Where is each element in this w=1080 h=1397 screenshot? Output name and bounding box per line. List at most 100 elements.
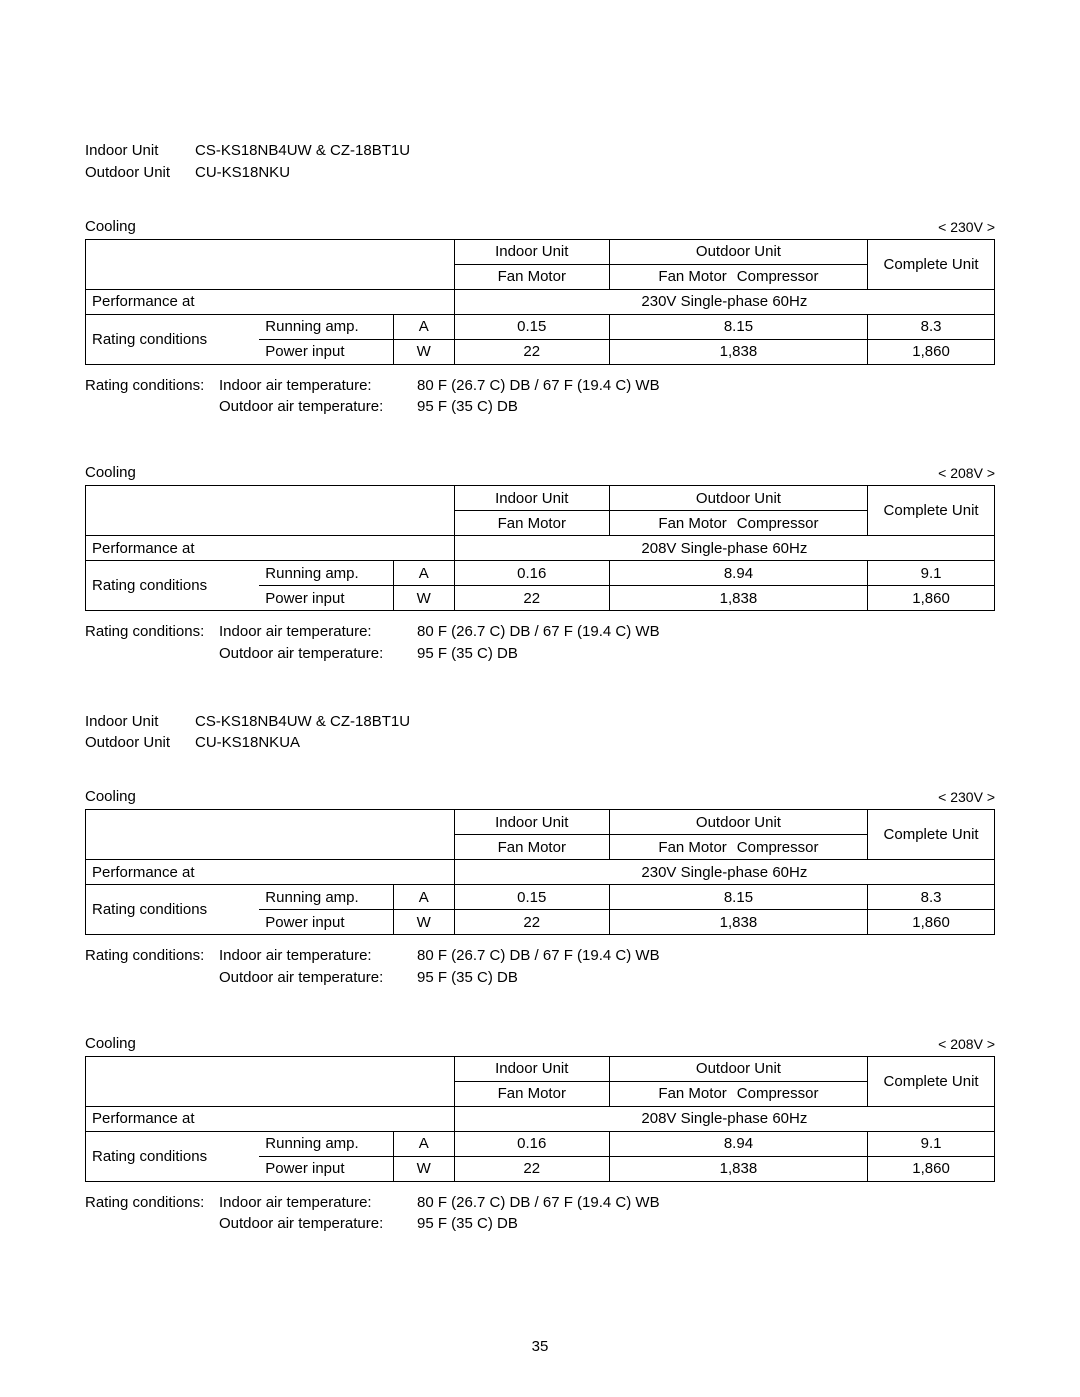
header-compressor: Compressor [737, 839, 819, 856]
header-indoor: Indoor Unit [454, 810, 609, 835]
page-number: 35 [0, 1338, 1080, 1355]
outdoor-unit-label: Outdoor Unit [85, 732, 179, 754]
cond-outdoor-val: 95 F (35 C) DB [417, 643, 518, 665]
table-row: Performance at 208V Single-phase 60Hz [86, 1106, 995, 1131]
cond-row: Outdoor air temperature: 95 F (35 C) DB [85, 1213, 995, 1235]
rating-conditions-cell: Rating conditions [86, 885, 260, 935]
table-row: Rating conditions Running amp. A 0.16 8.… [86, 1131, 995, 1156]
voltage-tag: < 230V > [938, 789, 995, 805]
indoor-unit-label: Indoor Unit [85, 711, 179, 733]
cond-indoor-val: 80 F (26.7 C) DB / 67 F (19.4 C) WB [417, 945, 660, 967]
spec-table: Indoor Unit Outdoor Unit Complete Unit F… [85, 809, 995, 935]
header-outdoor: Outdoor Unit [609, 239, 867, 264]
model-row: Outdoor Unit CU-KS18NKUA [85, 732, 995, 754]
power-indoor: 22 [454, 586, 609, 611]
rating-conditions-cell: Rating conditions [86, 561, 260, 611]
cond-spacer [85, 1213, 213, 1235]
unit-a: A [393, 885, 454, 910]
spec-table: Indoor Unit Outdoor Unit Complete Unit F… [85, 485, 995, 611]
header-complete: Complete Unit [868, 1056, 995, 1106]
running-complete: 9.1 [868, 561, 995, 586]
cond-outdoor-label: Outdoor air temperature: [219, 1213, 411, 1235]
cond-outdoor-val: 95 F (35 C) DB [417, 396, 518, 418]
unit-a: A [393, 561, 454, 586]
header-fan-motor-2: Fan Motor [658, 839, 726, 856]
rating-conditions-notes: Rating conditions: Indoor air temperatur… [85, 621, 995, 665]
performance-value: 208V Single-phase 60Hz [454, 1106, 994, 1131]
spec-table: Indoor Unit Outdoor Unit Complete Unit F… [85, 239, 995, 365]
running-indoor: 0.15 [454, 314, 609, 339]
running-indoor: 0.16 [454, 1131, 609, 1156]
unit-w: W [393, 910, 454, 935]
spec-table: Indoor Unit Outdoor Unit Complete Unit F… [85, 1056, 995, 1182]
cond-row: Rating conditions: Indoor air temperatur… [85, 375, 995, 397]
running-amp-label: Running amp. [259, 885, 393, 910]
header-blank [86, 486, 455, 536]
header-outdoor-sub: Fan Motor Compressor [609, 1081, 867, 1106]
cond-outdoor-val: 95 F (35 C) DB [417, 1213, 518, 1235]
header-fan-motor-2: Fan Motor [658, 1085, 726, 1102]
table-row: Performance at 230V Single-phase 60Hz [86, 289, 995, 314]
section-title: Cooling [85, 1035, 136, 1052]
performance-label: Performance at [86, 860, 455, 885]
unit-w: W [393, 339, 454, 364]
table-row: Rating conditions Running amp. A 0.15 8.… [86, 885, 995, 910]
voltage-tag: < 230V > [938, 219, 995, 235]
cond-indoor-val: 80 F (26.7 C) DB / 67 F (19.4 C) WB [417, 375, 660, 397]
section-title: Cooling [85, 464, 136, 481]
header-compressor: Compressor [737, 1085, 819, 1102]
header-fan-motor: Fan Motor [454, 1081, 609, 1106]
performance-label: Performance at [86, 289, 455, 314]
power-complete: 1,860 [868, 339, 995, 364]
power-complete: 1,860 [868, 1156, 995, 1181]
cond-row: Outdoor air temperature: 95 F (35 C) DB [85, 643, 995, 665]
voltage-tag: < 208V > [938, 465, 995, 481]
running-outdoor: 8.94 [609, 561, 867, 586]
table-row: Indoor Unit Outdoor Unit Complete Unit [86, 810, 995, 835]
rating-conditions-notes: Rating conditions: Indoor air temperatur… [85, 945, 995, 989]
section-title-row: Cooling < 230V > [85, 218, 995, 235]
cooling-section-0-1: Cooling < 208V > Indoor Unit Outdoor Uni… [85, 464, 995, 665]
cond-indoor-label: Indoor air temperature: [219, 621, 411, 643]
header-blank [86, 239, 455, 289]
cond-row: Outdoor air temperature: 95 F (35 C) DB [85, 967, 995, 989]
running-complete: 8.3 [868, 885, 995, 910]
header-compressor: Compressor [737, 268, 819, 285]
cond-indoor-label: Indoor air temperature: [219, 1192, 411, 1214]
unit-w: W [393, 1156, 454, 1181]
header-fan-motor: Fan Motor [454, 511, 609, 536]
running-complete: 9.1 [868, 1131, 995, 1156]
power-indoor: 22 [454, 1156, 609, 1181]
header-indoor: Indoor Unit [454, 239, 609, 264]
running-outdoor: 8.15 [609, 885, 867, 910]
header-outdoor: Outdoor Unit [609, 810, 867, 835]
table-row: Performance at 230V Single-phase 60Hz [86, 860, 995, 885]
header-outdoor-sub: Fan Motor Compressor [609, 511, 867, 536]
header-outdoor: Outdoor Unit [609, 1056, 867, 1081]
header-compressor: Compressor [737, 515, 819, 532]
outdoor-unit-value: CU-KS18NKU [195, 162, 290, 184]
unit-w: W [393, 586, 454, 611]
table-row: Rating conditions Running amp. A 0.16 8.… [86, 561, 995, 586]
rating-conditions-cell: Rating conditions [86, 314, 260, 364]
table-row: Indoor Unit Outdoor Unit Complete Unit [86, 1056, 995, 1081]
unit-a: A [393, 314, 454, 339]
header-fan-motor-2: Fan Motor [658, 515, 726, 532]
cond-outdoor-val: 95 F (35 C) DB [417, 967, 518, 989]
running-amp-label: Running amp. [259, 1131, 393, 1156]
running-indoor: 0.15 [454, 885, 609, 910]
header-indoor: Indoor Unit [454, 486, 609, 511]
running-outdoor: 8.15 [609, 314, 867, 339]
power-input-label: Power input [259, 1156, 393, 1181]
rating-conditions-cell: Rating conditions [86, 1131, 260, 1181]
power-complete: 1,860 [868, 586, 995, 611]
unit-a: A [393, 1131, 454, 1156]
cond-label: Rating conditions: [85, 621, 213, 643]
table-row: Indoor Unit Outdoor Unit Complete Unit [86, 486, 995, 511]
cond-outdoor-label: Outdoor air temperature: [219, 643, 411, 665]
power-indoor: 22 [454, 339, 609, 364]
header-fan-motor-2: Fan Motor [658, 268, 726, 285]
header-complete: Complete Unit [868, 239, 995, 289]
cond-label: Rating conditions: [85, 945, 213, 967]
section-title: Cooling [85, 218, 136, 235]
